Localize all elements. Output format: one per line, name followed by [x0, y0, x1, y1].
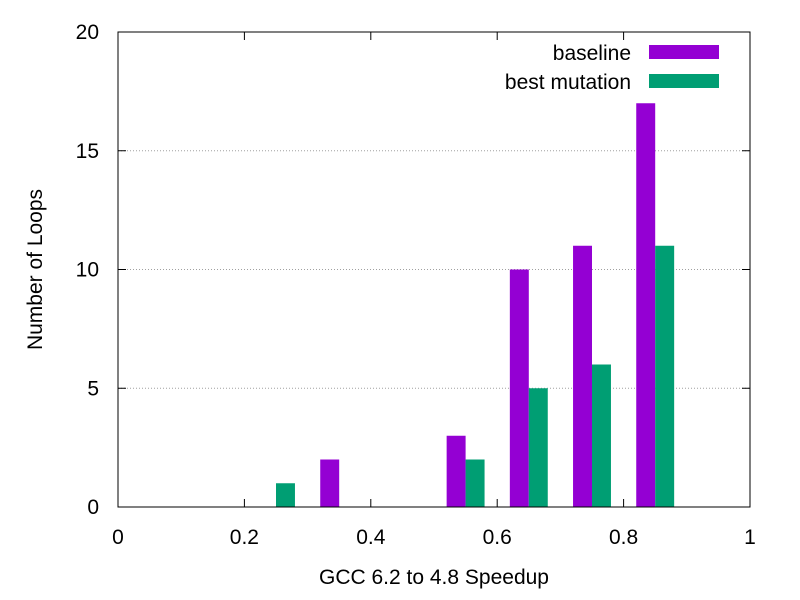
y-tick-label: 5: [87, 377, 99, 400]
grid-layer: [118, 150, 750, 389]
y-tick-label: 10: [76, 259, 99, 282]
x-tick-label: 0.6: [483, 526, 512, 549]
bar-baseline: [509, 269, 529, 507]
legend-label: best mutation: [505, 71, 631, 94]
legend-swatch: [649, 74, 719, 88]
bar-layer: [276, 103, 675, 507]
legend-label: baseline: [553, 42, 631, 65]
bar-baseline: [320, 459, 340, 507]
bar-baseline: [446, 435, 466, 507]
bar-best-mutation: [465, 459, 485, 507]
bar-best-mutation: [528, 388, 548, 507]
y-tick-label: 0: [87, 496, 99, 519]
x-tick-label: 0: [112, 526, 124, 549]
x-tick-label: 0.4: [356, 526, 386, 549]
x-axis-label: GCC 6.2 to 4.8 Speedup: [319, 566, 549, 589]
legend-swatch: [649, 45, 719, 59]
bar-baseline: [573, 245, 592, 507]
x-tick-label: 1: [744, 526, 756, 549]
bar-baseline: [636, 103, 656, 507]
y-tick-label: 20: [76, 21, 99, 44]
x-tick-label: 0.2: [230, 526, 259, 549]
x-tick-label: 0.8: [609, 526, 638, 549]
bar-best-mutation: [276, 483, 295, 507]
y-tick-label: 15: [76, 140, 99, 163]
legend: baseline best mutation: [505, 42, 719, 94]
bar-best-mutation: [655, 245, 675, 507]
bar-best-mutation: [592, 364, 611, 507]
y-axis-label: Number of Loops: [24, 189, 47, 350]
